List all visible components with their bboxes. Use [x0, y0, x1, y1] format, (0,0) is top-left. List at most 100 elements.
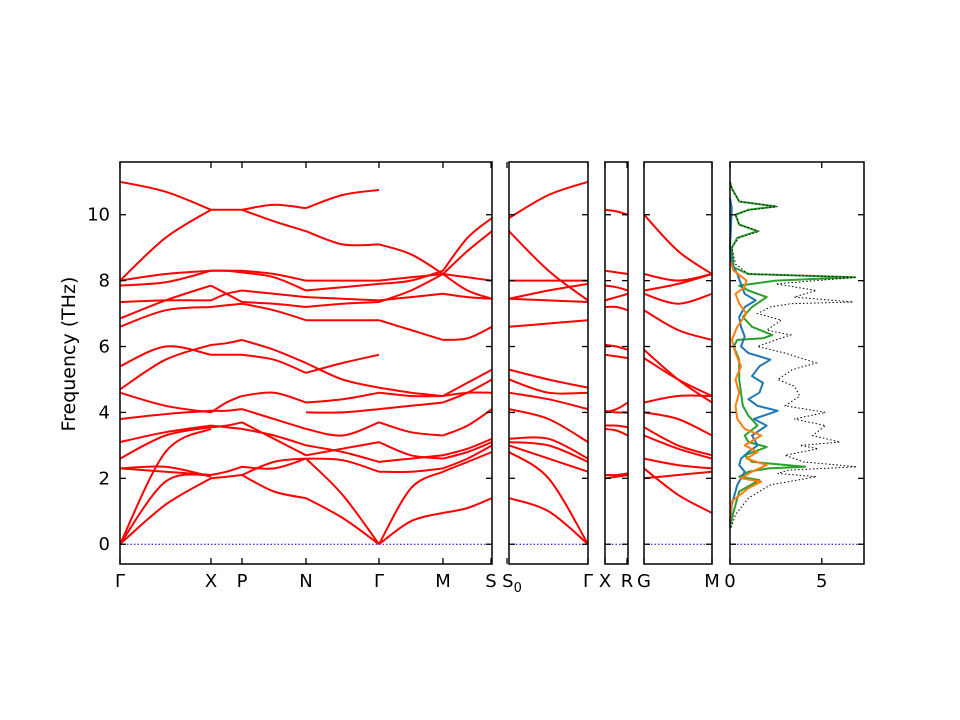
band-line [442, 230, 493, 275]
band-line [378, 243, 444, 275]
band-line [643, 411, 713, 437]
high-symmetry-label: M [435, 571, 451, 592]
band-line [241, 391, 307, 404]
band-line [442, 497, 493, 514]
band-line [442, 273, 493, 282]
band-line [604, 401, 629, 414]
band-line [210, 302, 243, 308]
band-line [119, 343, 212, 391]
band-line [442, 437, 493, 457]
high-symmetry-label: R [621, 571, 634, 592]
band-line [241, 203, 307, 211]
dos-panel-frame [729, 161, 865, 565]
band-line [643, 467, 713, 514]
band-line [442, 444, 493, 470]
y-axis-label: Frequency (THz) [58, 277, 80, 432]
band-line [378, 454, 444, 463]
band-line [305, 497, 380, 546]
high-symmetry-label: P [237, 571, 248, 592]
band-line [241, 301, 307, 308]
panel-frame [643, 161, 713, 565]
band-line [378, 441, 444, 460]
high-symmetry-label: Γ [583, 571, 593, 592]
band-line [378, 511, 444, 546]
y-tick-label: 4 [99, 402, 110, 423]
y-tick-label: 2 [99, 468, 110, 489]
band-line [241, 271, 307, 292]
band-line [305, 421, 380, 437]
band-line [241, 421, 307, 457]
band-line [442, 217, 493, 272]
band-line [305, 362, 380, 389]
band-line [305, 301, 380, 308]
high-symmetry-label: M [704, 571, 720, 592]
band-line [604, 427, 629, 437]
band-line [508, 180, 589, 219]
band-line [305, 457, 380, 545]
dos-curves [729, 181, 857, 532]
dos-x-tick-label: 0 [724, 571, 735, 592]
y-tick-label: 10 [87, 205, 110, 226]
band-line [442, 292, 493, 300]
high-symmetry-label: S0 [502, 571, 522, 596]
band-line [508, 441, 589, 463]
dos-total-curve [729, 181, 857, 532]
band-line [604, 305, 629, 312]
band-line [442, 273, 493, 300]
band-line [119, 180, 212, 211]
band-line [604, 284, 629, 292]
band-line [378, 467, 444, 473]
band-line [305, 282, 380, 292]
band-line [305, 391, 380, 404]
band-lines [119, 180, 713, 546]
band-line [508, 408, 589, 443]
band-line [378, 470, 444, 545]
high-symmetry-label: X [599, 571, 611, 592]
band-line [378, 386, 444, 397]
y-tick-label: 0 [99, 534, 110, 555]
band-line [508, 297, 589, 303]
band-line [442, 378, 493, 404]
band-line [604, 353, 629, 360]
band-line [643, 470, 713, 480]
band-line [378, 273, 444, 282]
band-line [508, 444, 589, 473]
dos-partial-curve [729, 198, 779, 525]
band-line [119, 424, 212, 444]
band-line [604, 208, 629, 216]
panel-frame [604, 161, 629, 565]
band-line [508, 368, 589, 389]
dos-x-tick-label: 5 [816, 571, 827, 592]
band-line [305, 353, 380, 374]
band-line [119, 299, 212, 303]
band-line [643, 457, 713, 470]
band-line [305, 444, 380, 463]
band-line [241, 457, 307, 476]
high-symmetry-label: Γ [115, 571, 125, 592]
band-line [378, 269, 444, 285]
band-line [378, 319, 444, 341]
band-line [119, 269, 212, 287]
band-line [210, 289, 243, 302]
band-line [241, 474, 307, 500]
band-line [119, 391, 212, 414]
band-line [241, 408, 307, 430]
panel-frame [119, 161, 493, 565]
band-line [508, 378, 589, 395]
band-line [442, 408, 493, 437]
band-line [241, 338, 307, 364]
band-line [643, 292, 713, 305]
band-line [643, 273, 713, 292]
band-line [643, 426, 713, 457]
band-line [119, 426, 212, 460]
band-line [604, 472, 629, 477]
band-line [643, 349, 713, 404]
band-line [305, 408, 380, 414]
band-line [305, 441, 380, 457]
band-line [210, 465, 243, 476]
band-line [119, 477, 212, 545]
band-line [643, 357, 713, 397]
band-line [305, 230, 380, 247]
band-line [604, 292, 629, 302]
